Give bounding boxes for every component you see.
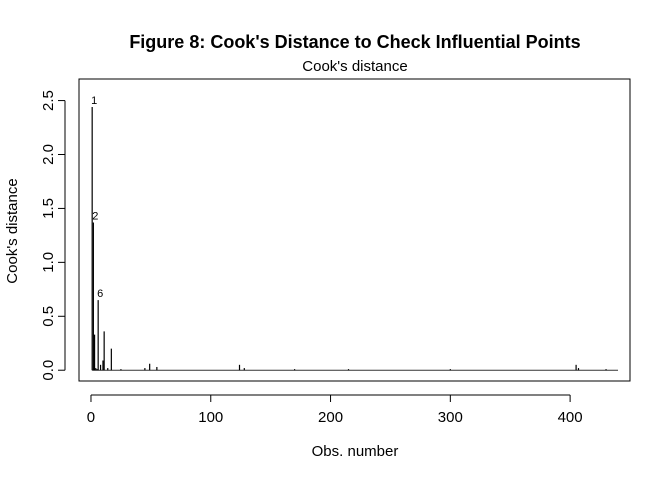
plot-frame bbox=[78, 78, 631, 382]
y-tick-label: 0.0 bbox=[40, 360, 57, 381]
x-tick-label: 200 bbox=[318, 409, 343, 426]
x-axis-title: Obs. number bbox=[312, 443, 399, 460]
y-tick-label: 1.0 bbox=[40, 252, 57, 273]
y-tick-label: 1.5 bbox=[40, 198, 57, 219]
cooks-distance-bars bbox=[91, 107, 619, 371]
y-tick-label: 0.5 bbox=[40, 306, 57, 327]
x-tick-label: 300 bbox=[438, 409, 463, 426]
chart-subtitle: Cook's distance bbox=[302, 58, 407, 75]
x-tick-label: 100 bbox=[198, 409, 223, 426]
influential-point-labels: 1 2 6 bbox=[91, 95, 103, 300]
y-axis: 0.0 0.5 1.0 1.5 2.0 2.5 bbox=[40, 90, 66, 381]
point-label: 6 bbox=[97, 288, 103, 300]
y-tick-label: 2.0 bbox=[40, 144, 57, 165]
x-tick-label: 400 bbox=[558, 409, 583, 426]
chart-title: Figure 8: Cook's Distance to Check Influ… bbox=[129, 32, 580, 52]
y-axis-title: Cook's distance bbox=[4, 178, 21, 283]
point-label: 1 bbox=[91, 95, 97, 107]
x-axis: 0 100 200 300 400 bbox=[87, 394, 583, 426]
x-tick-label: 0 bbox=[87, 409, 95, 426]
point-label: 2 bbox=[92, 210, 98, 222]
y-tick-label: 2.5 bbox=[40, 90, 57, 111]
